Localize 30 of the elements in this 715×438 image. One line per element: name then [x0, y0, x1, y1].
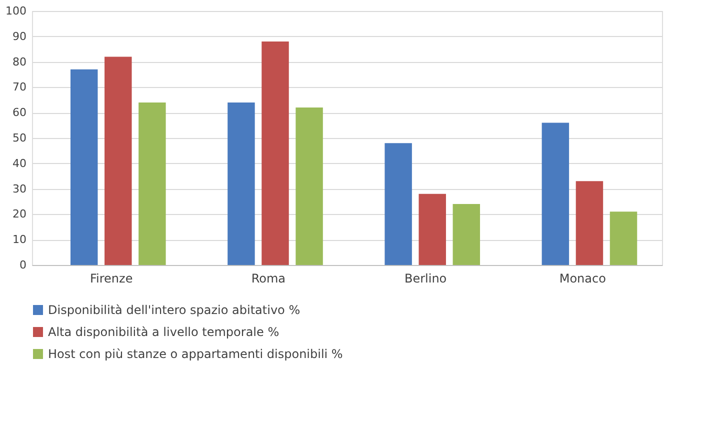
y-tick-label: 80 — [12, 55, 26, 68]
y-tick-label: 70 — [12, 80, 26, 94]
y-tick-label: 50 — [12, 132, 26, 144]
legend-label: Host con più stanze o appartamenti disponibili % — [48, 347, 343, 361]
bar — [228, 102, 255, 265]
y-tick-label: 0 — [20, 258, 26, 272]
x-tick-label: Firenze — [90, 272, 133, 286]
legend-label: Disponibilità dell'intero spazio abitativo % — [48, 303, 300, 317]
bar — [384, 143, 412, 265]
legend-label: Alta disponibilità a livello temporale % — [48, 325, 280, 339]
bar — [262, 41, 289, 265]
bar — [104, 56, 132, 265]
bar — [418, 194, 446, 265]
x-tick-label: Berlino — [404, 272, 447, 286]
y-tick-label: 100 — [6, 4, 26, 18]
y-tick-label: 20 — [12, 208, 26, 221]
x-tick-label: Roma — [251, 272, 286, 286]
y-tick-label: 60 — [12, 106, 26, 120]
y-tick-label: 30 — [12, 182, 26, 196]
bar — [576, 181, 604, 265]
x-tick-label: Monaco — [559, 272, 606, 286]
y-tick-label: 90 — [12, 30, 26, 43]
bar — [542, 122, 570, 265]
bar — [610, 212, 638, 265]
bar — [70, 69, 98, 265]
bar — [296, 108, 323, 265]
y-tick-label: 40 — [12, 156, 26, 170]
bar — [138, 102, 166, 265]
bar — [452, 204, 480, 265]
y-tick-label: 10 — [12, 233, 26, 246]
